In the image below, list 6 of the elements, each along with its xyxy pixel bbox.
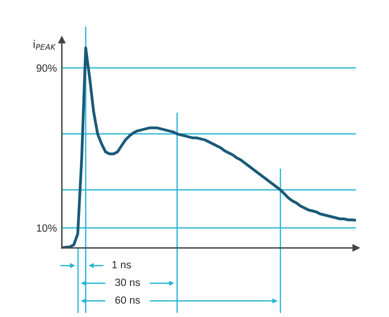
text: 1 ns bbox=[112, 261, 131, 268]
y-axis-title: i$_{PEAK}$ bbox=[34, 40, 56, 50]
text: 60 ns bbox=[115, 296, 140, 304]
y-tick-label: 10% bbox=[36, 224, 57, 232]
y-tick-label: 90% bbox=[36, 64, 57, 72]
text: 30 ns bbox=[115, 278, 140, 286]
